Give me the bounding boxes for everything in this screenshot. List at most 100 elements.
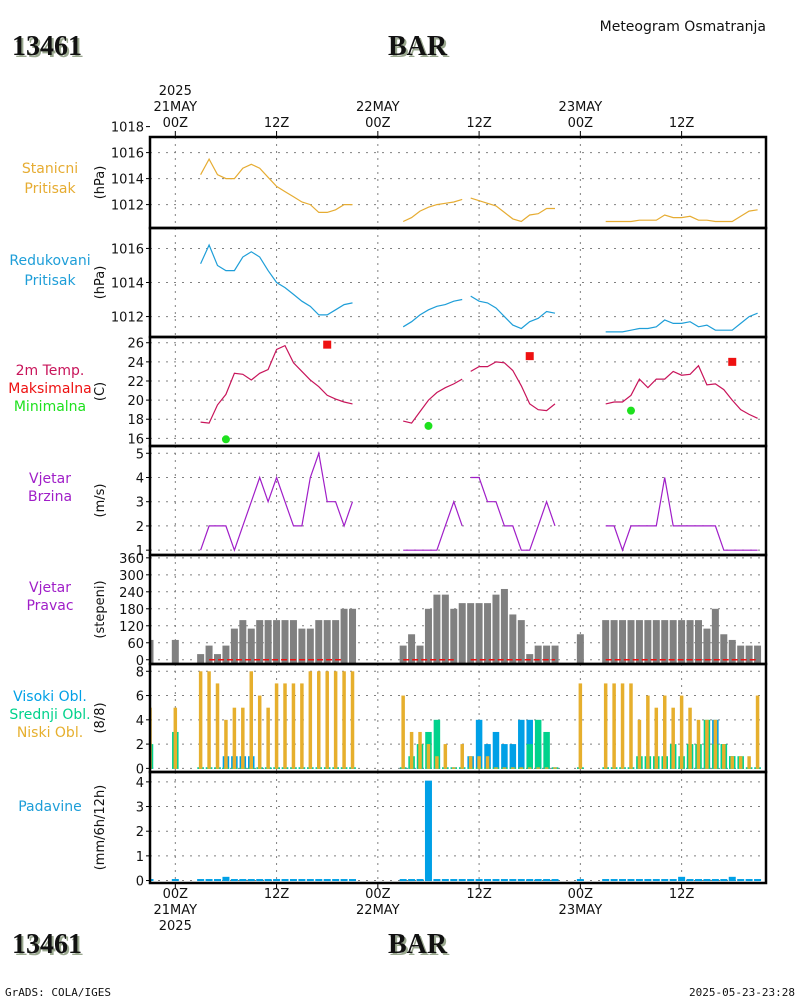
ytick-label: 1014 [111, 277, 144, 292]
precip-bar [619, 879, 627, 882]
wind-dir-bar [441, 594, 449, 664]
cloud-bar [494, 767, 498, 769]
panel-precipitation: 0 1 2 3 4 (mm/6h/12h) Padavine [18, 770, 768, 890]
footer-station-name-shadow: BAR [390, 931, 450, 962]
cloud-bar [409, 731, 414, 769]
station-id: 13461 [12, 31, 82, 62]
wind-dir-bar [619, 620, 627, 664]
panel-wind-speed: 1 2 3 4 5 (m/s) Vjetar Brzina [28, 444, 768, 559]
cloud-bar [637, 719, 642, 769]
tmin-marker [221, 435, 230, 444]
station-id-shadow: 13461 [14, 33, 84, 64]
precip-bar [399, 879, 407, 882]
panels: 1012101410161018(hPa)StanicniPritisak101… [8, 121, 768, 890]
precip-bar [349, 879, 357, 882]
panel-wind-direction: 0 60 120 180 240 300 360 (stepeni) Vjetar Pravac [26, 552, 768, 669]
precip-bar [610, 879, 618, 882]
cloud-bar [755, 695, 760, 769]
cloud-bar [426, 744, 431, 769]
wind-dir-bar [669, 620, 677, 664]
ytick-label: 2 [136, 825, 144, 840]
precip-bar [543, 879, 551, 882]
ytick-label: 3 [136, 496, 144, 511]
wind-dir-bar [450, 608, 458, 664]
wind-dir-bar [652, 620, 660, 664]
cloud-bar [418, 731, 422, 769]
series-line [402, 298, 463, 328]
series-line [403, 499, 463, 551]
wind-dir-bar [484, 603, 492, 664]
precip-bar [467, 879, 475, 882]
ytick-label: 18 [127, 413, 144, 428]
ytick-label: 2 [136, 738, 144, 753]
cloud-bar [534, 719, 542, 769]
wind-dir-bar [340, 608, 348, 664]
ytick-label: 2 [136, 520, 144, 535]
panel-label: 2m Temp. [16, 363, 85, 379]
cloud-bar [215, 683, 220, 769]
wind-dir-bar [289, 620, 297, 664]
ytick-label: 0 [136, 762, 144, 777]
ytick-label: 1014 [111, 173, 144, 188]
series-line [470, 197, 555, 223]
wind-dir-bar [517, 620, 525, 664]
precip-bar [627, 879, 635, 882]
cloud-bar [578, 683, 583, 769]
bottom-time-label: 00Z [163, 887, 189, 902]
cloud-bar [232, 707, 237, 769]
wind-dir-bar [416, 645, 424, 664]
series-line [403, 378, 463, 424]
precip-bar [720, 879, 728, 882]
cloud-bar [443, 744, 448, 769]
wind-dir-bar [728, 639, 736, 664]
precip-bar [475, 879, 483, 882]
wind-dir-bar [399, 645, 407, 664]
precip-bar [644, 879, 652, 882]
cloud-bar [325, 671, 329, 769]
cloud-bar [475, 719, 483, 769]
station-name: BAR [388, 31, 448, 62]
bottom-time-label: 12Z [466, 887, 492, 902]
panel-label: Pritisak [24, 181, 76, 197]
precip-bar [711, 879, 719, 882]
y-axis-label: (m/s) [93, 484, 108, 518]
panel-frame [148, 444, 768, 557]
wind-dir-bar [349, 608, 357, 664]
plot-timestamp: 2025-05-23-23:28 [689, 986, 795, 999]
precip-bar [458, 879, 466, 882]
cloud-bar [401, 695, 405, 769]
wind-dir-bar [661, 620, 669, 664]
cloud-bar [173, 707, 178, 769]
cloud-bar [433, 719, 441, 769]
precip-bar [441, 879, 449, 882]
precip-bar [239, 879, 247, 882]
cloud-bar [333, 671, 338, 769]
cloud-bar [317, 671, 321, 769]
cloud-bar [620, 683, 625, 769]
precip-bar [298, 879, 306, 882]
precip-bar [214, 879, 222, 882]
cloud-bar [492, 731, 500, 769]
wind-dir-bar [694, 620, 702, 664]
panel-label: Srednji Obl. [9, 707, 90, 723]
top-time-label: 2025 [159, 84, 192, 99]
precip-bar [492, 879, 500, 882]
wind-dir-bar [315, 620, 323, 664]
panel-reduced-pressure: 1012 1014 1016(hPa)Redukovani Pritisak [9, 226, 768, 339]
ytick-label: 1012 [111, 311, 144, 326]
bottom-time-label: 00Z [365, 887, 391, 902]
precip-bar [222, 876, 230, 882]
bottom-time-label: 23MAY [559, 903, 603, 918]
cloud-bar [283, 683, 287, 769]
precip-bar [703, 879, 711, 882]
precip-bar [340, 879, 348, 882]
wind-dir-bar [298, 628, 306, 664]
precip-bar [526, 879, 534, 882]
precip-bar [745, 879, 753, 882]
precip-bar [323, 879, 331, 882]
station-name-shadow: BAR [390, 33, 450, 64]
wind-dir-bar [458, 603, 466, 664]
bottom-time-label: 2025 [159, 919, 192, 934]
ytick-label: 4 [136, 714, 144, 729]
